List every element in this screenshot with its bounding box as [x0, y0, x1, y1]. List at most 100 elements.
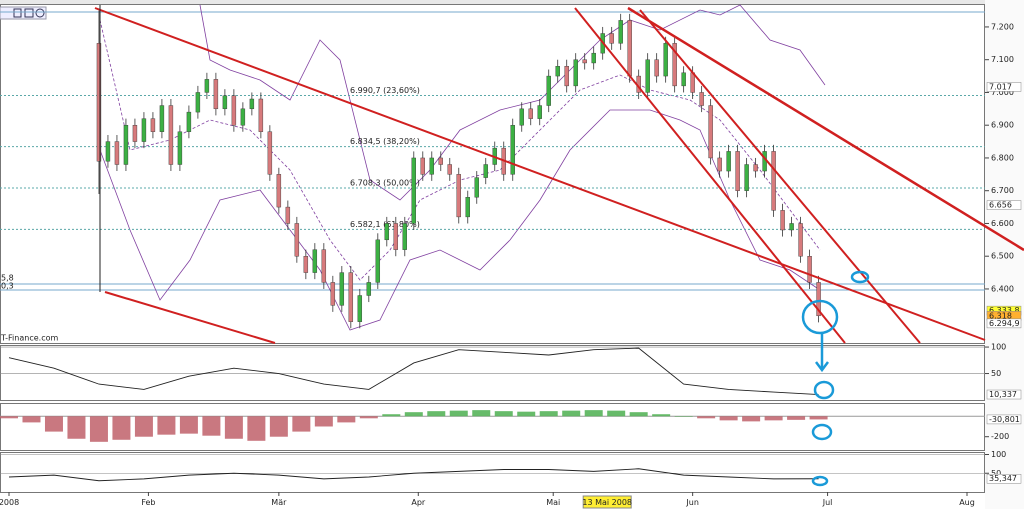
candle-body [429, 157, 434, 175]
candle-body [186, 111, 192, 132]
candle-body [411, 157, 416, 224]
candle-body [231, 95, 237, 126]
trend-line [94, 7, 986, 341]
price-marker-label: 6.656 [989, 201, 1012, 210]
price-marker-label: 6.318 [989, 311, 1012, 320]
price-marker-box [986, 414, 1022, 425]
price-marker-label: 6.294,9 [989, 319, 1020, 328]
histogram-bar [269, 416, 288, 437]
x-tick-label: Mai [546, 498, 560, 507]
candle-body [717, 157, 722, 172]
x-tick-label: Aug [959, 498, 975, 507]
price-marker-label: 6.333,8 [989, 306, 1020, 315]
histogram-bar [742, 416, 761, 422]
candle-body [366, 282, 372, 296]
candle-body [708, 105, 713, 159]
y-tick-label: 7.000 [991, 88, 1014, 97]
trend-lines [94, 6, 1024, 344]
candle-body [312, 249, 318, 273]
candle-body [798, 223, 803, 257]
candle-body [654, 59, 659, 77]
candle-body [753, 164, 758, 172]
histogram-bar [247, 416, 266, 441]
circle [801, 299, 839, 335]
candle-body [114, 141, 120, 165]
candle-body [744, 164, 749, 191]
circle [813, 380, 835, 400]
candle-body [267, 131, 273, 175]
candle-body [510, 124, 515, 175]
candle-body [573, 59, 578, 87]
y-tick-label: 50 [991, 369, 1001, 378]
histogram-bar [472, 410, 491, 417]
price-marker-box [986, 473, 1022, 484]
histogram-bar [89, 416, 108, 442]
candle-body [789, 223, 794, 231]
candle-body [258, 98, 264, 132]
y-tick-label: 100 [991, 450, 1006, 459]
candle-body [465, 197, 470, 218]
trend-line [639, 9, 921, 344]
histogram-bar [764, 416, 783, 421]
candle-body [780, 210, 785, 231]
histogram-bar [157, 416, 176, 435]
candle-body [402, 223, 407, 250]
oscillator-panel [0, 345, 985, 401]
candle-body [123, 124, 129, 165]
arrow-head [815, 361, 829, 373]
histogram-bar [449, 410, 468, 417]
icon[interactable] [13, 8, 22, 18]
candle-body [816, 282, 821, 317]
left-label: 5,8 [1, 274, 14, 283]
x-tick-label: Apr [411, 498, 426, 507]
y-tick-label: 50 [991, 469, 1001, 478]
candle-body [555, 66, 560, 77]
y-tick-label: 100 [991, 343, 1006, 352]
candle-body [609, 33, 614, 44]
close-icon[interactable] [35, 8, 45, 18]
circle [850, 270, 870, 284]
top-strip [0, 0, 985, 4]
histogram-bar [629, 412, 648, 417]
candle-body [564, 66, 569, 87]
watermark: T-Finance.com [0, 334, 58, 343]
histogram-bar [404, 412, 423, 417]
histogram-bar [224, 416, 243, 439]
candle-body [249, 98, 255, 110]
x-tick-label: 2008 [0, 498, 19, 507]
candle-body [195, 92, 201, 113]
candle-body [627, 20, 632, 77]
histogram-bar [494, 411, 513, 417]
trend-line [627, 6, 1024, 252]
icon[interactable] [24, 8, 34, 18]
price-marker-box [986, 389, 1022, 400]
candle-body [699, 92, 704, 106]
histogram-bar [697, 416, 716, 419]
candle-body [348, 272, 354, 322]
candle-body [204, 79, 210, 93]
candle-body [384, 223, 390, 241]
left-label: 0,3 [1, 282, 14, 291]
candle-body [672, 43, 677, 87]
band-lower [99, 109, 821, 331]
y-tick-label: -200 [991, 432, 1009, 441]
toolbar[interactable] [0, 6, 47, 20]
x-tick-label: Jul [822, 498, 833, 507]
price-marker-label: 7.017 [989, 82, 1012, 91]
band-upper [199, 4, 826, 201]
marks: 6.400 6.500 6.600 6.700 6.800 6.900 7.000 7.100… [0, 10, 1022, 509]
histogram-bar [22, 416, 41, 423]
y-tick-label: 6.700 [991, 186, 1014, 195]
price-marker-label: -30,801 [989, 415, 1020, 424]
x-tick-label: Jun [685, 498, 699, 507]
histogram-bar [337, 416, 356, 423]
histogram-bar [584, 410, 603, 417]
candle-body [546, 75, 551, 106]
candle-body [303, 256, 309, 273]
candle-body [159, 105, 165, 132]
candle-body [285, 206, 291, 224]
histogram-bar [517, 411, 536, 417]
